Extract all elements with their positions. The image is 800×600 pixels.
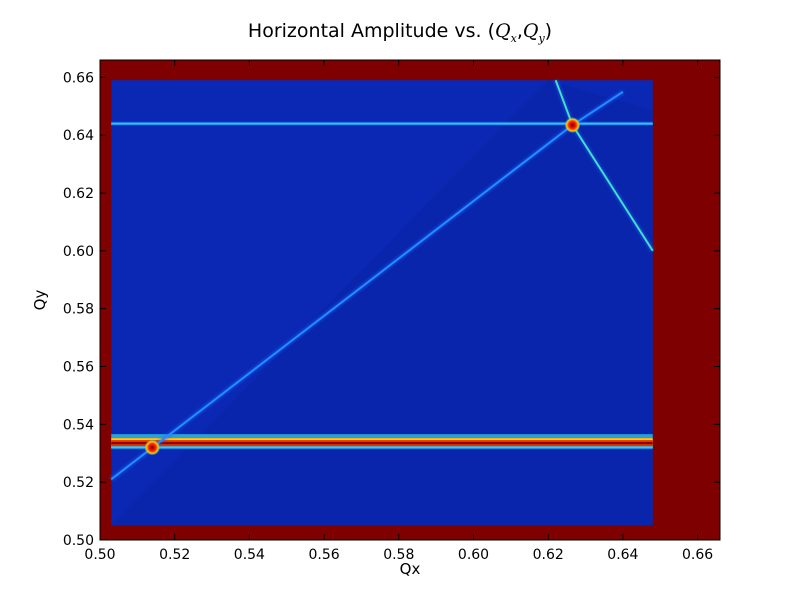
y-tick-label: 0.64 (63, 128, 94, 144)
y-axis-label: Qy (31, 289, 49, 311)
scan-region (111, 80, 653, 526)
x-tick-label: 0.50 (84, 547, 115, 563)
x-tick-label: 0.56 (309, 547, 340, 563)
x-tick-label: 0.64 (607, 547, 638, 563)
axes-frame (99, 59, 721, 541)
y-tick-label: 0.66 (63, 70, 94, 86)
resonance-hotspot (564, 117, 581, 134)
chart-title: Horizontal Amplitude vs. (Qx,Qy) (247, 20, 553, 45)
resonance-line-diagonal (110, 124, 574, 481)
y-tick-label: 0.58 (63, 302, 94, 318)
x-tick-label: 0.54 (234, 547, 265, 563)
x-tick-label: 0.66 (682, 547, 713, 563)
resonance-band-edge (111, 434, 653, 439)
scan-region-shade (111, 80, 653, 526)
y-tick-label: 0.60 (63, 244, 94, 260)
y-tick-label: 0.54 (63, 417, 94, 433)
x-tick-label: 0.58 (383, 547, 414, 563)
y-tick-label: 0.62 (63, 186, 94, 202)
x-axis-label: Qx (399, 560, 421, 578)
y-tick-label: 0.50 (63, 533, 94, 549)
resonance-line-diagonal (571, 90, 624, 126)
resonance-hotspot (144, 439, 161, 456)
x-tick-label: 0.60 (458, 547, 489, 563)
y-tick-label: 0.52 (63, 475, 94, 491)
x-tick-label: 0.62 (533, 547, 564, 563)
y-tick-label: 0.56 (63, 360, 94, 376)
x-tick-label: 0.52 (159, 547, 190, 563)
resonance-band-center (111, 442, 653, 445)
resonance-line-diagonal (571, 124, 654, 252)
